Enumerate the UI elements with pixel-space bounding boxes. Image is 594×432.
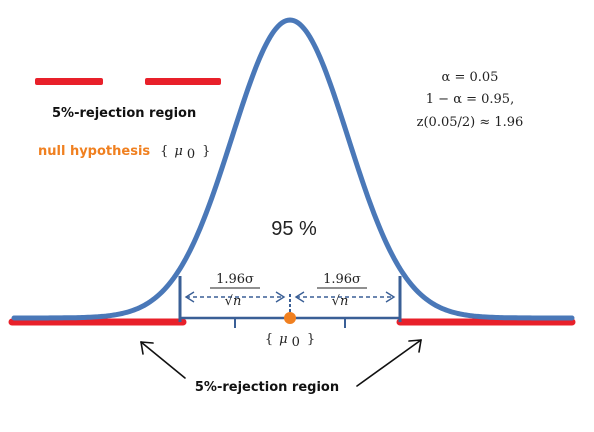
one-minus-alpha-line: 1 − α = 0.95, bbox=[426, 92, 514, 107]
right-root-var: n bbox=[340, 294, 348, 309]
axis-mu-sub: 0 bbox=[292, 335, 300, 350]
legend-red-bar-left bbox=[35, 78, 103, 85]
alpha-line: α = 0.05 bbox=[442, 70, 499, 85]
mean-dot bbox=[284, 312, 296, 324]
null-hypothesis-text: null hypothesis bbox=[38, 144, 150, 159]
null-set-close: } bbox=[202, 144, 210, 159]
z-value-line: z(0.05/2) ≈ 1.96 bbox=[417, 115, 524, 130]
null-set-open: { bbox=[160, 144, 168, 159]
left-root-var: n bbox=[233, 294, 241, 309]
legend-rejection-label: 5%-rejection region bbox=[52, 106, 196, 121]
right-fraction-denominator: √n bbox=[332, 294, 349, 309]
legend-red-bar-right bbox=[145, 78, 221, 85]
arrow-up-left-icon bbox=[140, 341, 186, 379]
arrow-up-right-icon bbox=[356, 339, 422, 387]
axis-set-open: { bbox=[265, 332, 273, 347]
null-hypothesis-label: null hypothesis { μ 0 } bbox=[38, 142, 210, 162]
axis-set-close: } bbox=[307, 332, 315, 347]
axis-mu: μ bbox=[279, 332, 287, 347]
left-root-symbol: √ bbox=[225, 294, 234, 309]
axis-mu-label: { μ 0 } bbox=[265, 330, 315, 350]
right-fraction-numerator: 1.96σ bbox=[323, 272, 361, 287]
left-interval-fraction: 1.96σ √n bbox=[210, 272, 260, 309]
right-interval-fraction: 1.96σ √n bbox=[317, 272, 367, 309]
left-interval-arrow bbox=[184, 291, 286, 303]
right-root-symbol: √ bbox=[332, 294, 341, 309]
center-percentage: 95 % bbox=[271, 218, 317, 240]
bell-curve bbox=[11, 17, 575, 321]
null-mu-sub: 0 bbox=[187, 147, 195, 162]
left-fraction-denominator: √n bbox=[225, 294, 242, 309]
null-mu: μ bbox=[174, 144, 182, 159]
left-fraction-numerator: 1.96σ bbox=[216, 272, 254, 287]
bottom-rejection-label: 5%-rejection region bbox=[195, 380, 339, 395]
right-interval-arrow bbox=[294, 291, 396, 303]
